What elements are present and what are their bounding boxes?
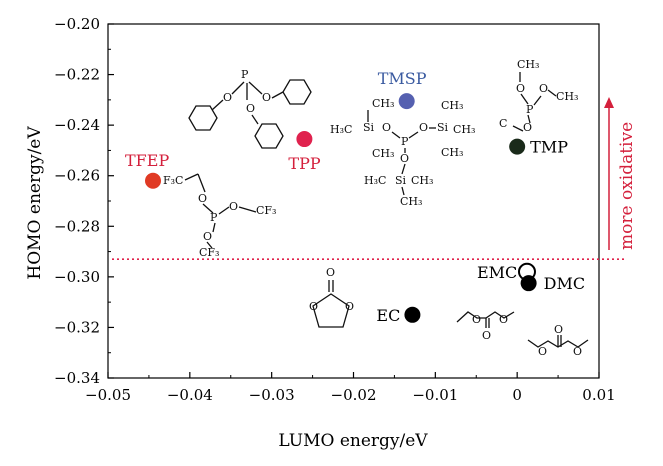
svg-text:O: O: [516, 82, 525, 95]
x-axis-label: LUMO energy/eV: [278, 431, 428, 451]
y-tick-label: −0.30: [54, 268, 100, 286]
svg-text:CH₃: CH₃: [372, 97, 394, 110]
svg-text:CF₃: CF₃: [199, 246, 219, 259]
svg-text:P: P: [241, 68, 249, 81]
point-tfep: [145, 172, 162, 189]
y-tick-label: −0.24: [54, 116, 100, 134]
dmc-structure: O O O: [527, 323, 589, 358]
svg-text:CH₃: CH₃: [441, 146, 463, 159]
svg-text:O: O: [538, 345, 547, 358]
point-tpp: [296, 131, 313, 148]
ec-structure: O O O: [309, 266, 354, 328]
svg-text:CH₃: CH₃: [556, 90, 578, 103]
svg-text:O: O: [400, 152, 409, 165]
tmsp-structure: CH₃ H₃C Si O CH₃ P O Si CH₃ CH₃ CH₃ O H₃…: [330, 97, 475, 208]
point-label-ec: EC: [376, 306, 400, 325]
svg-text:P: P: [401, 135, 409, 148]
svg-text:Si: Si: [363, 121, 375, 134]
y-tick-label: −0.28: [54, 217, 100, 235]
plot-frame: [107, 23, 600, 379]
svg-text:H₃C: H₃C: [364, 174, 386, 187]
svg-text:O: O: [382, 121, 391, 134]
point-label-tpp: TPP: [288, 154, 320, 173]
svg-text:CF₃: CF₃: [256, 204, 276, 217]
point-ec: [404, 306, 421, 323]
svg-text:CH₃: CH₃: [411, 174, 433, 187]
svg-text:O: O: [229, 200, 238, 213]
y-tick-label: −0.22: [54, 66, 100, 84]
point-tmsp: [398, 93, 415, 110]
point-label-tmsp: TMSP: [378, 69, 427, 88]
svg-text:C: C: [499, 117, 507, 130]
x-tick-label: −0.05: [85, 386, 131, 404]
data-points: TFEP TPP TMSP TMP EC EMC DMC: [125, 69, 585, 325]
svg-text:CH₃: CH₃: [372, 147, 394, 160]
x-tick-label: −0.02: [331, 386, 377, 404]
svg-text:O: O: [419, 121, 428, 134]
tmp-structure: CH₃ O P O CH₃ O C: [499, 58, 578, 134]
svg-text:O: O: [223, 91, 232, 104]
svg-text:O: O: [198, 192, 207, 205]
svg-text:O: O: [262, 91, 271, 104]
svg-text:P: P: [210, 211, 218, 224]
point-label-emc: EMC: [477, 263, 517, 282]
x-tick-label: 0.01: [582, 386, 615, 404]
svg-text:O: O: [554, 323, 563, 336]
svg-text:O: O: [345, 300, 354, 313]
svg-text:O: O: [246, 102, 255, 115]
x-tick-label: 0: [512, 386, 522, 404]
point-label-tfep: TFEP: [125, 151, 169, 170]
svg-text:CH₃: CH₃: [517, 58, 539, 71]
tfep-structure: F₃C O P O CF₃ O CF₃: [163, 173, 276, 259]
svg-text:P: P: [526, 103, 534, 116]
svg-text:H₃C: H₃C: [330, 123, 352, 136]
oxidative-label: more oxidative: [617, 122, 637, 250]
y-tick-label: −0.32: [54, 318, 100, 336]
svg-text:Si: Si: [437, 121, 449, 134]
svg-text:F₃C: F₃C: [163, 174, 183, 187]
molecule-structures: P O O O CH₃ H₃C Si O CH₃ P O Si CH₃ CH₃: [163, 58, 589, 358]
tpp-structure: P O O O: [188, 68, 312, 149]
svg-text:CH₃: CH₃: [453, 123, 475, 136]
svg-text:O: O: [499, 313, 508, 326]
svg-text:O: O: [309, 300, 318, 313]
oxidative-arrow-head: [604, 97, 614, 108]
x-tick-label: −0.01: [412, 386, 458, 404]
svg-text:O: O: [539, 82, 548, 95]
emc-structure: O O O: [456, 311, 515, 342]
svg-text:CH₃: CH₃: [441, 99, 463, 112]
svg-text:O: O: [573, 345, 582, 358]
svg-text:O: O: [472, 313, 481, 326]
y-tick-label: −0.26: [54, 167, 100, 185]
svg-text:Si: Si: [395, 174, 407, 187]
y-tick-label: −0.34: [54, 369, 100, 387]
oxidative-annotation: more oxidative: [604, 97, 637, 250]
svg-text:CH₃: CH₃: [400, 195, 422, 208]
point-dmc: [520, 275, 537, 292]
y-axis-label: HOMO energy/eV: [25, 126, 45, 280]
x-tick-label: −0.04: [167, 386, 213, 404]
svg-text:O: O: [482, 329, 491, 342]
x-tick-label: −0.03: [249, 386, 295, 404]
svg-text:O: O: [203, 230, 212, 243]
svg-text:O: O: [326, 266, 335, 279]
y-tick-label: −0.20: [54, 15, 100, 33]
point-label-tmp: TMP: [530, 138, 568, 157]
point-tmp: [509, 138, 526, 155]
svg-text:O: O: [523, 121, 532, 134]
axes: −0.05 −0.04 −0.03 −0.02 −0.01 0 0.01 −0.20 −0.22…: [54, 15, 616, 404]
point-label-dmc: DMC: [544, 274, 585, 293]
